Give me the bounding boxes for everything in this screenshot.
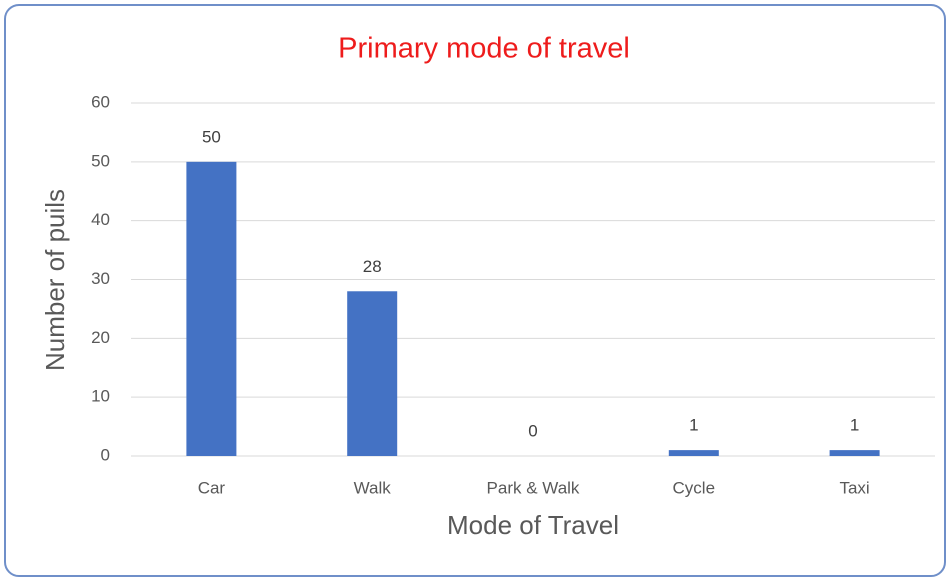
x-axis-label: Mode of Travel — [447, 510, 619, 540]
bar — [668, 450, 719, 456]
y-tick-label: 40 — [91, 210, 110, 229]
data-label: 28 — [363, 257, 382, 276]
x-tick-label: Walk — [354, 478, 392, 497]
y-tick-label: 50 — [91, 151, 110, 170]
y-tick-label: 60 — [91, 92, 110, 111]
chart-title: Primary mode of travel — [338, 33, 630, 65]
data-label: 1 — [850, 416, 859, 435]
bar — [829, 450, 880, 456]
y-tick-label: 30 — [91, 269, 110, 288]
x-tick-label: Cycle — [673, 478, 716, 497]
data-label: 0 — [528, 421, 537, 440]
data-label: 1 — [689, 416, 698, 435]
chart-frame — [4, 4, 946, 577]
bar — [186, 161, 237, 457]
x-tick-label: Taxi — [839, 478, 869, 497]
y-axis-label: Number of puils — [40, 189, 70, 371]
x-tick-label: Park & Walk — [487, 478, 580, 497]
y-tick-label: 20 — [91, 328, 110, 347]
data-label: 50 — [202, 127, 221, 146]
bar — [347, 291, 398, 456]
y-tick-label: 0 — [101, 445, 110, 464]
y-tick-label: 10 — [91, 387, 110, 406]
x-tick-label: Car — [198, 478, 226, 497]
